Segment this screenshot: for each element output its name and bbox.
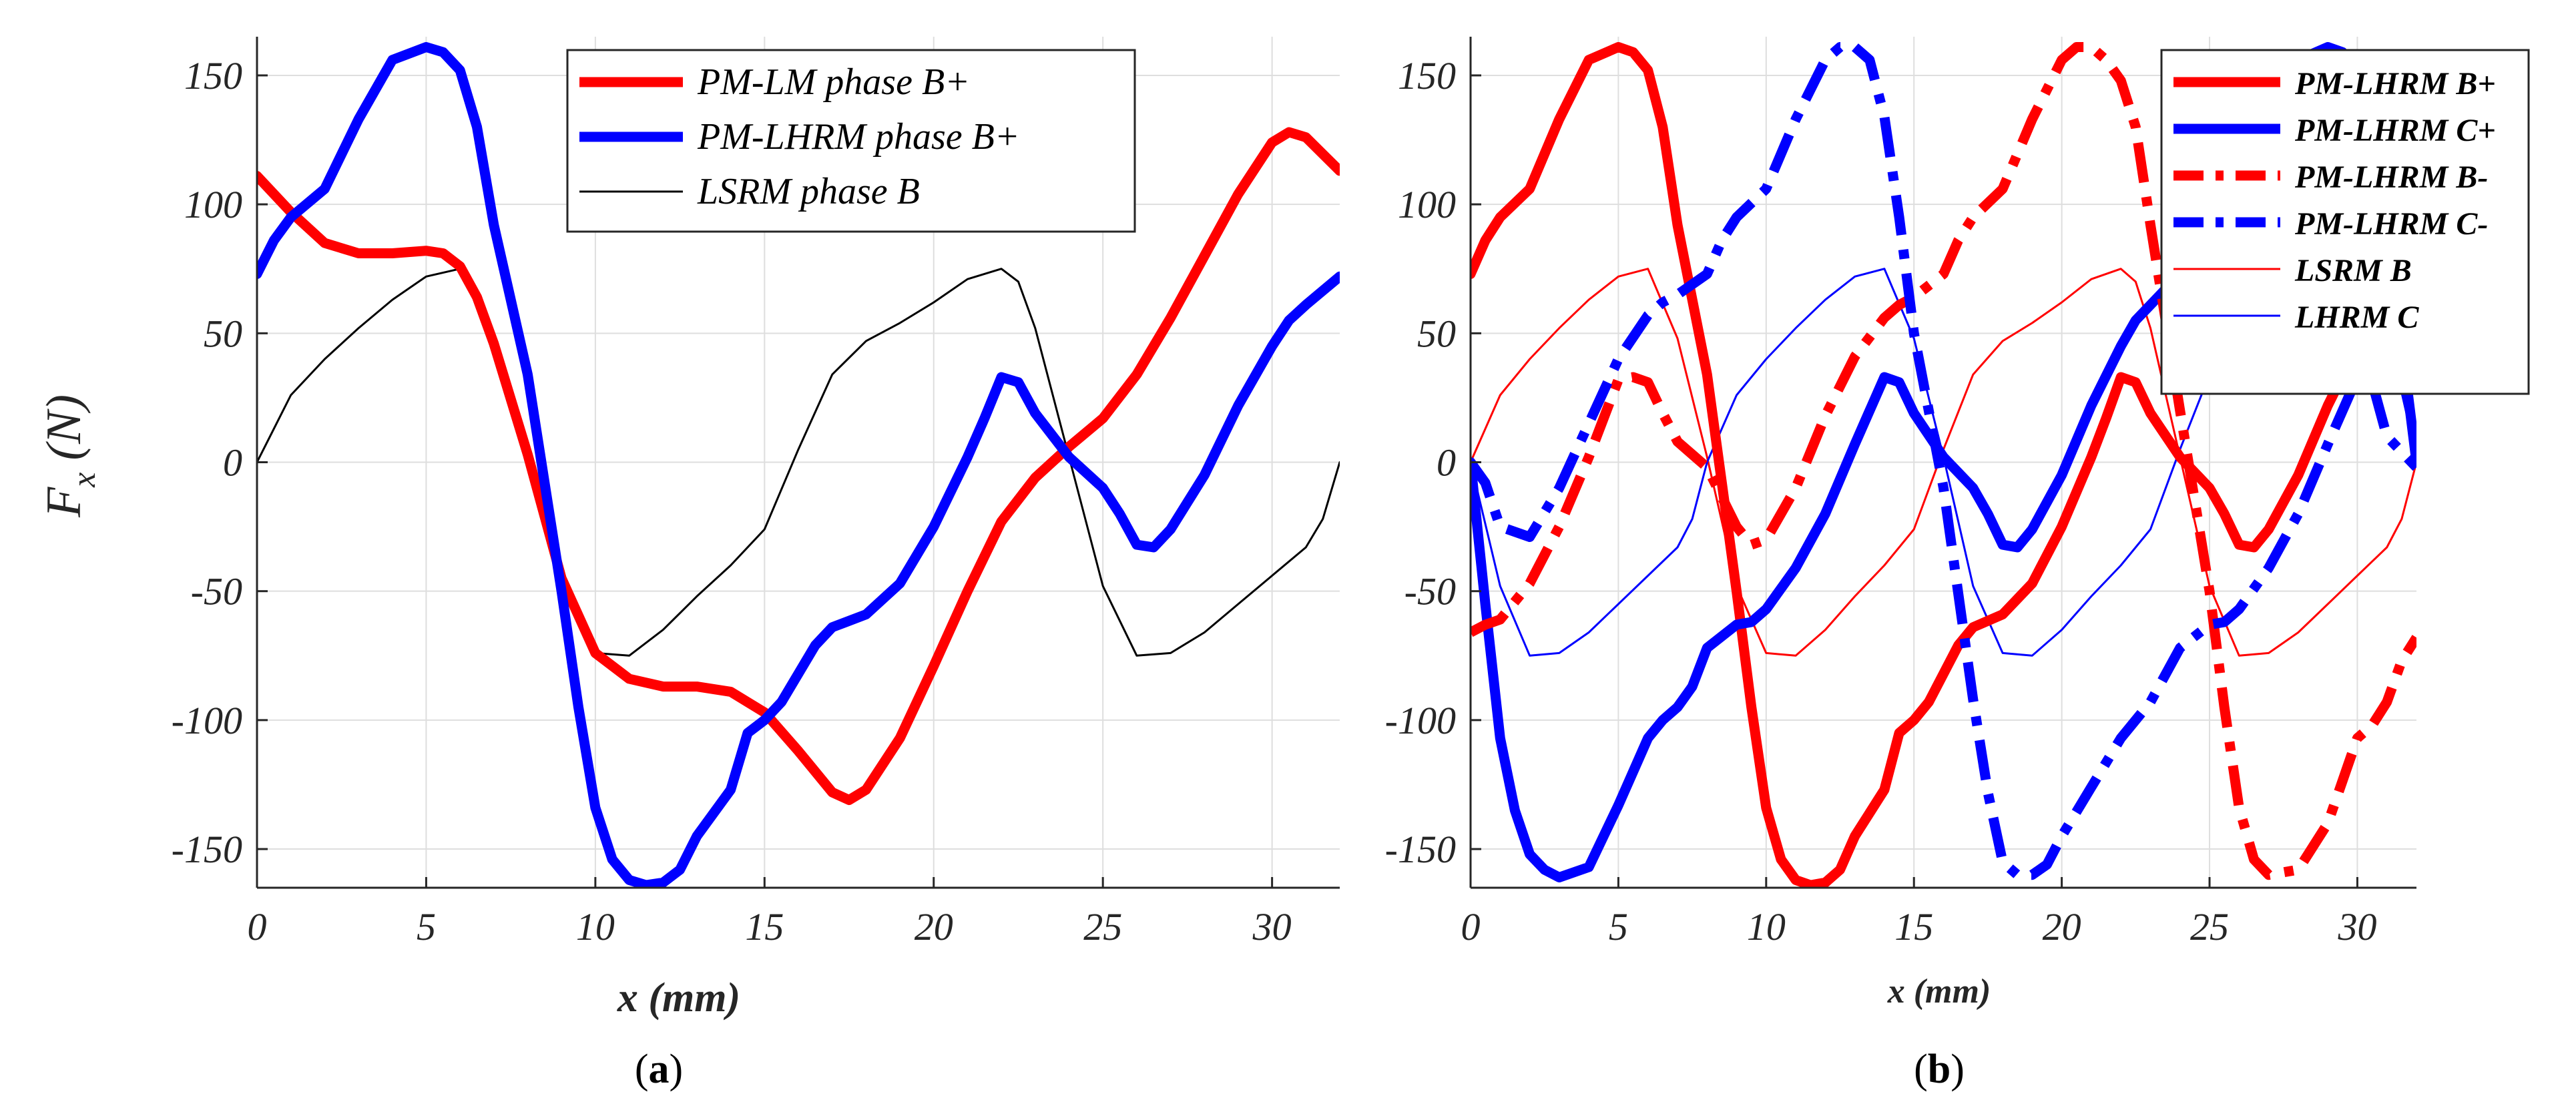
y-tick-label: 50 <box>204 312 242 355</box>
y-tick-label: -150 <box>172 828 242 871</box>
series-line-pm-lm-phase-b <box>257 127 1340 806</box>
y-tick-label: 100 <box>184 183 242 226</box>
y-tick-label: 50 <box>1417 312 1456 355</box>
y-tick-label: -100 <box>1385 699 1456 742</box>
series-line-lsrm-phase-b <box>257 268 1340 657</box>
x-tick-label: 0 <box>1461 905 1481 948</box>
series-line-pm-lhrm-phase-b <box>257 42 1340 888</box>
panel-a-caption-letter: a <box>649 1047 670 1092</box>
panel-b-x-axis-title: x (mm) <box>1887 973 1991 1011</box>
x-tick-label: 25 <box>2190 905 2229 948</box>
series-line-lsrm-b <box>1471 268 2416 657</box>
x-tick-label: 20 <box>915 905 953 948</box>
y-tick-label: 0 <box>223 441 242 485</box>
panel-b-legend: PM-LHRM B+ PM-LHRM C+ PM-LHRM B- PM-LHRM C-… <box>2160 49 2530 395</box>
panel-b-tick-labels: 0 5 10 15 20 25 30 150 100 50 0 -50 -100 -150 <box>1385 54 2377 948</box>
x-tick-label: 5 <box>1609 905 1628 948</box>
panel-b-axes <box>1469 37 2416 889</box>
y-axis-title-unit: (N) <box>37 394 91 461</box>
y-tick-label: 100 <box>1398 183 1456 226</box>
y-axis-title-main: F <box>37 487 91 518</box>
y-axis-title-subscript: x <box>65 473 102 488</box>
x-tick-label: 5 <box>417 905 436 948</box>
legend-label: PM-LHRM B- <box>2294 160 2488 195</box>
x-tick-label: 15 <box>1894 905 1933 948</box>
panel-a-legend: PM-LM phase B+ PM-LHRM phase B+ LSRM phase… <box>566 49 1136 233</box>
x-tick-label: 15 <box>745 905 784 948</box>
panel-b-caption: (b) <box>1914 1047 1965 1092</box>
legend-box <box>2160 49 2530 395</box>
legend-label: PM-LHRM B+ <box>2294 66 2496 101</box>
y-tick-label: 150 <box>1398 54 1456 97</box>
y-tick-label: 150 <box>184 54 242 97</box>
panel-a-x-axis-title: x (mm) <box>617 975 740 1021</box>
y-tick-label: -50 <box>191 570 242 613</box>
legend-label: PM-LM phase B+ <box>697 61 970 103</box>
x-tick-label: 30 <box>1252 905 1292 948</box>
x-tick-label: 30 <box>2337 905 2376 948</box>
panel-a-series <box>257 42 1340 888</box>
panel-a-tick-labels: 0 5 10 15 20 25 30 150 100 50 0 -50 -100 -150 <box>172 54 1292 948</box>
y-tick-label: -50 <box>1404 570 1456 613</box>
legend-label: PM-LHRM C+ <box>2294 113 2496 148</box>
panel-a-caption: (a) <box>635 1047 683 1092</box>
legend-label: PM-LHRM C- <box>2294 206 2488 242</box>
panel-a-y-axis-title: Fx (N) <box>37 394 102 518</box>
series-line-pm-lhrm-b <box>1471 42 2416 888</box>
legend-label: LSRM phase B <box>697 171 920 212</box>
legend-label: PM-LHRM phase B+ <box>697 116 1020 158</box>
panel-b-caption-letter: b <box>1928 1047 1951 1092</box>
x-tick-label: 10 <box>576 905 615 948</box>
legend-label: LHRM C <box>2294 300 2419 335</box>
legend-label: LSRM B <box>2294 253 2412 288</box>
x-tick-label: 10 <box>1747 905 1786 948</box>
panel-a-axes <box>256 37 1340 889</box>
x-tick-label: 20 <box>2043 905 2081 948</box>
series-line-pm-lhrm-c <box>1471 42 2416 880</box>
y-tick-label: -150 <box>1385 828 1456 871</box>
series-line-pm-lhrm-b <box>1471 42 2416 880</box>
y-tick-label: 0 <box>1437 441 1456 485</box>
x-tick-label: 25 <box>1083 905 1122 948</box>
svg-text:Fx(N): Fx (N) <box>37 394 102 518</box>
y-tick-label: -100 <box>172 699 242 742</box>
x-tick-label: 0 <box>248 905 267 948</box>
